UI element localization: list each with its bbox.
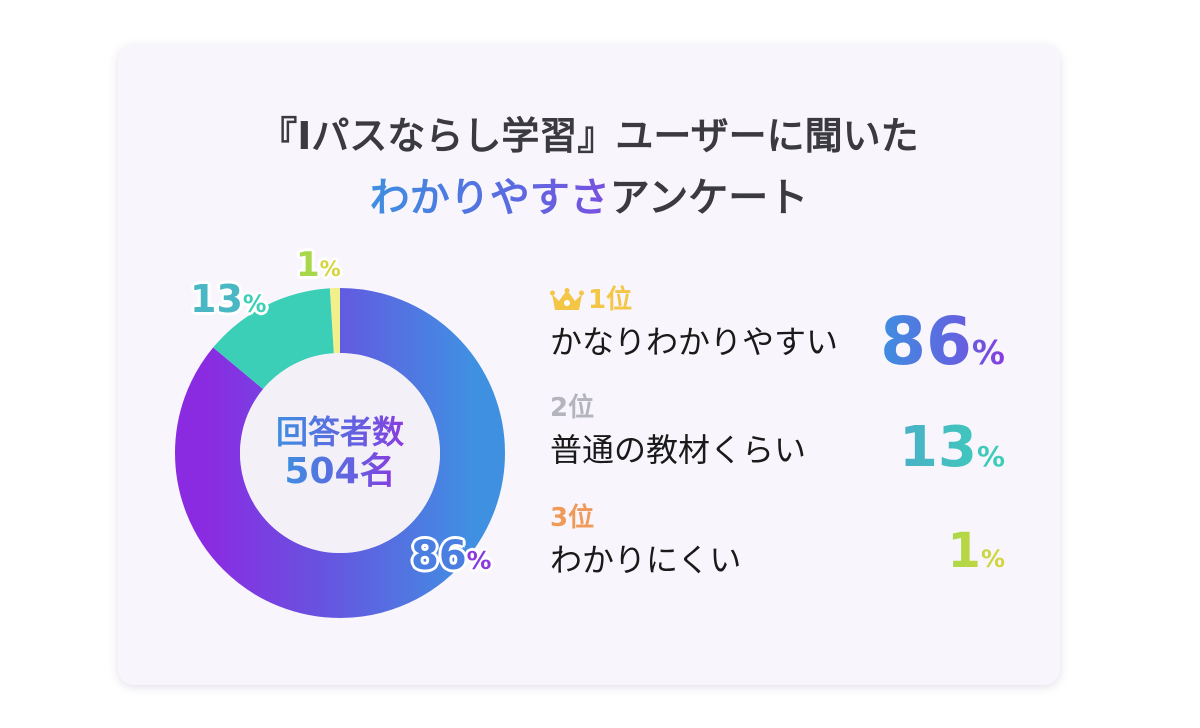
rank-percent-3: 1% [947,523,1005,579]
rank-item-2: 2位 普通の教材くらい [550,395,806,471]
donut-label-86: 86% [411,533,492,579]
rank-percent-2: 13% [899,415,1005,480]
title-accent: わかりやすさ [369,175,610,221]
rank-answer-2: 普通の教材くらい [550,431,807,469]
donut-chart: 回答者数 504名 [175,288,505,618]
donut-hole [240,353,440,553]
title-line-2: わかりやすさアンケート [118,165,1060,223]
segment-1 [175,288,505,618]
donut-label-1: 1% [296,245,341,285]
rank-badge-1: 1位 [550,287,838,313]
title-rest: アンケート [609,175,809,221]
donut-center: 回答者数 504名 [175,288,505,618]
rank-badge-3: 3位 [550,503,595,533]
donut-svg [175,288,505,618]
rank-item-3: 3位 わかりにくい [550,505,741,581]
survey-card: 『Iパスならし学習』ユーザーに聞いた わかりやすさアンケート 回答者数 504名 [118,45,1060,685]
respondents-count: 504名 [284,450,396,492]
crown-icon [550,288,584,310]
rank-badge-2: 2位 [550,393,595,423]
rank-item-1: 1位 かなりわかりやすい [550,287,838,363]
rank-answer-1: かなりわかりやすい [550,323,839,361]
respondents-label: 回答者数 [275,412,404,451]
rank-answer-3: わかりにくい [550,541,742,579]
title-line-1: 『Iパスならし学習』ユーザーに聞いた [259,114,919,158]
rank-percent-1: 86% [880,303,1005,380]
donut-label-13: 13% [190,277,267,321]
